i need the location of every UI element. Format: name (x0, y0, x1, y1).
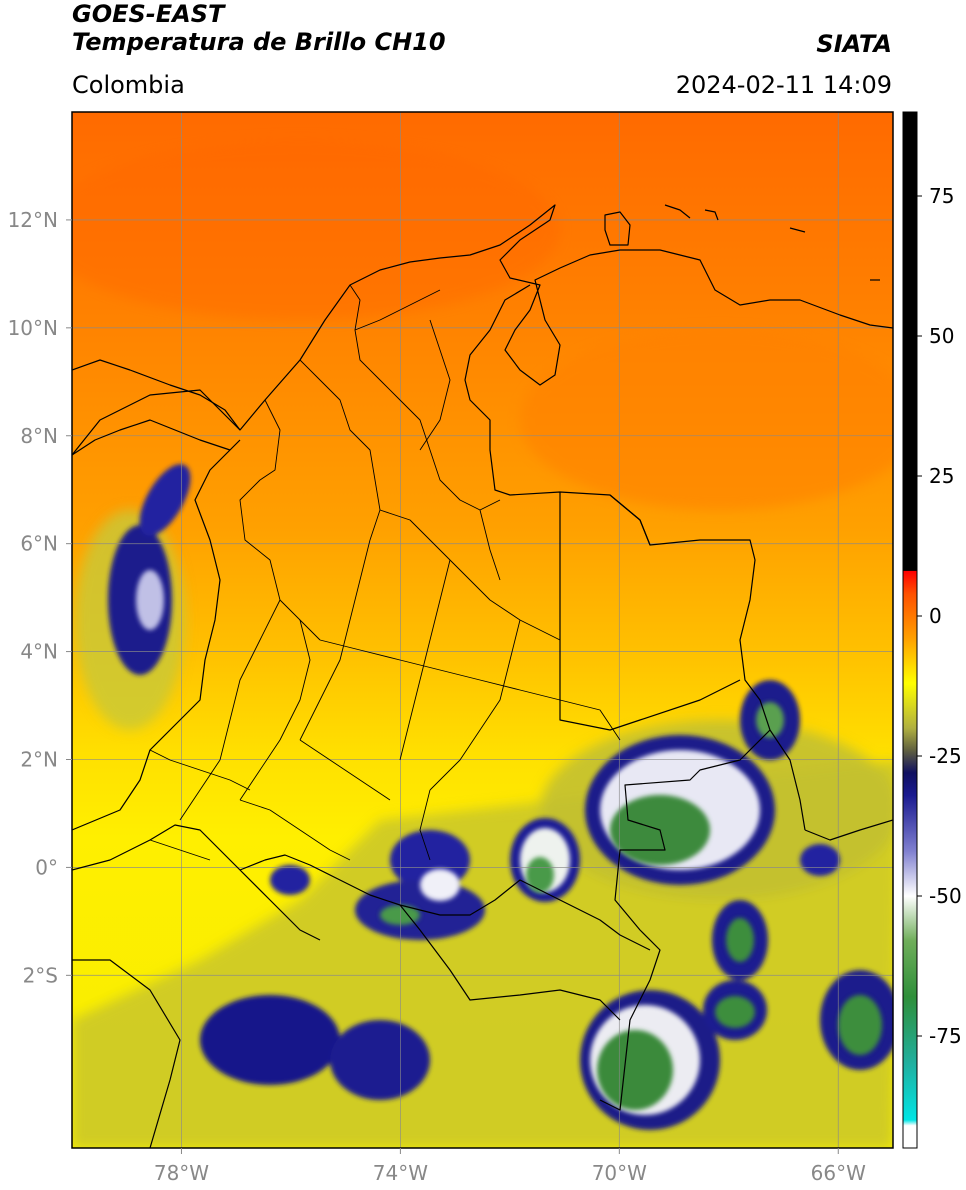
graticule (72, 112, 893, 1148)
latitude-tick-label: 10°N (8, 316, 58, 340)
colorbar-tick-label: 25 (929, 464, 954, 488)
latitude-tick-label: 8°N (20, 424, 58, 448)
colorbar-tick-label: 50 (929, 324, 954, 348)
map-frame (71, 111, 894, 1149)
colorbar-tick-label: 0 (929, 604, 942, 628)
colorbar-gradient (903, 112, 917, 1148)
latitude-tick-label: 0° (35, 855, 58, 879)
title-block: GOES-EAST Temperatura de Brillo CH10 (72, 0, 446, 56)
latitude-tick-label: 4°N (20, 640, 58, 664)
longitude-labels: 78°W 74°W 70°W 66°W (154, 1148, 866, 1185)
department-borders (149, 284, 621, 861)
colorbar-tick-label: 75 (929, 184, 954, 208)
latitude-tick-label: 12°N (8, 208, 58, 232)
longitude-tick-label: 78°W (154, 1161, 209, 1185)
colorbar-ticks: 75 50 25 0 -25 -50 -75 (917, 184, 962, 1048)
brightness-temperature-field (72, 112, 893, 1148)
colorbar-frame (902, 111, 918, 1149)
country-borders (72, 204, 893, 1148)
longitude-tick-label: 66°W (811, 1161, 866, 1185)
colorbar: 75 50 25 0 -25 -50 -75 (902, 111, 962, 1149)
latitude-tick-label: 2°S (23, 963, 58, 987)
longitude-tick-label: 70°W (592, 1161, 647, 1185)
latitude-labels: 12°N 10°N 8°N 6°N 4°N 2°N 0° 2°S (8, 208, 72, 987)
product-title: Temperatura de Brillo CH10 (72, 28, 446, 56)
latitude-tick-label: 2°N (20, 748, 58, 772)
region-label: Colombia (72, 71, 185, 99)
colorbar-tick-label: -50 (929, 884, 962, 908)
datetime-label: 2024-02-11 14:09 (675, 71, 892, 99)
satellite-title: GOES-EAST (72, 0, 225, 28)
colorbar-tick-label: -25 (929, 744, 962, 768)
latitude-tick-label: 6°N (20, 532, 58, 556)
brand-label: SIATA (816, 30, 892, 58)
longitude-tick-label: 74°W (373, 1161, 428, 1185)
colorbar-tick-label: -75 (929, 1024, 962, 1048)
